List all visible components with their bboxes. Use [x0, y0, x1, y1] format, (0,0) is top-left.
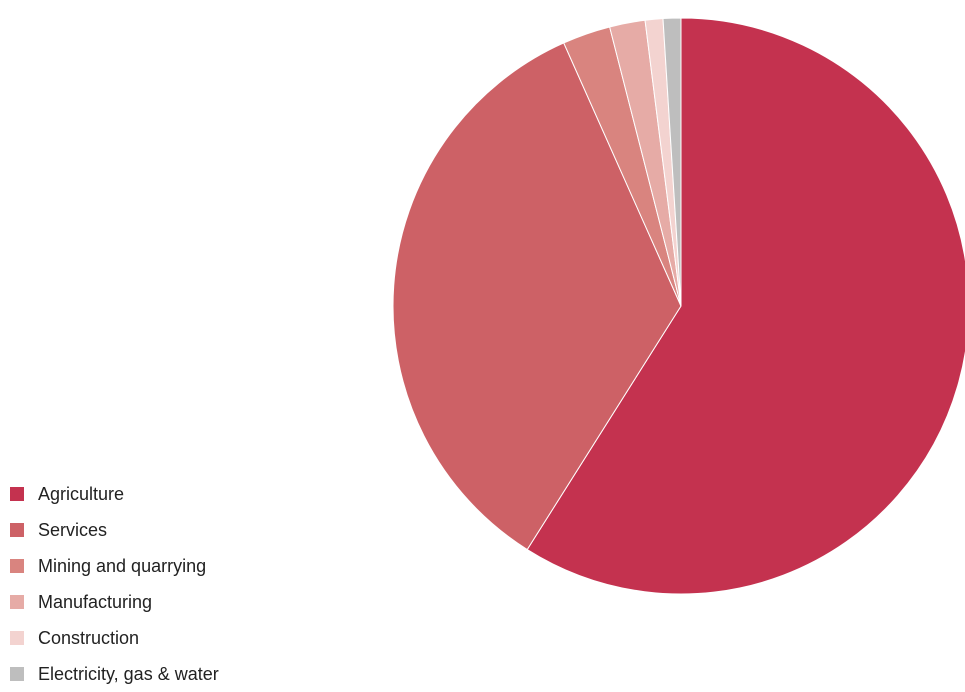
- legend-swatch: [10, 559, 24, 573]
- legend: Agriculture Services Mining and quarryin…: [10, 476, 219, 692]
- pie-slices: [392, 17, 965, 595]
- legend-item-services: Services: [10, 512, 219, 548]
- legend-item-manufacturing: Manufacturing: [10, 584, 219, 620]
- pie-slice-services: [392, 42, 682, 551]
- legend-item-agriculture: Agriculture: [10, 476, 219, 512]
- legend-label: Agriculture: [38, 483, 125, 504]
- legend-label: Mining and quarrying: [38, 555, 207, 576]
- legend-swatch: [10, 595, 24, 609]
- legend-label: Electricity, gas & water: [38, 663, 219, 684]
- legend-item-mining-and-quarrying: Mining and quarrying: [10, 548, 219, 584]
- pie-slice-electricity-gas-water: [662, 17, 682, 307]
- legend-item-electricity-gas-water: Electricity, gas & water: [10, 656, 219, 692]
- pie-slice-agriculture: [526, 17, 965, 595]
- legend-label: Manufacturing: [38, 591, 153, 612]
- pie-chart: [392, 17, 965, 595]
- legend-swatch: [10, 487, 24, 501]
- legend-item-construction: Construction: [10, 620, 219, 656]
- legend-swatch: [10, 667, 24, 681]
- legend-swatch: [10, 523, 24, 537]
- legend-label: Construction: [38, 627, 140, 648]
- legend-label: Services: [38, 519, 108, 540]
- legend-swatch: [10, 631, 24, 645]
